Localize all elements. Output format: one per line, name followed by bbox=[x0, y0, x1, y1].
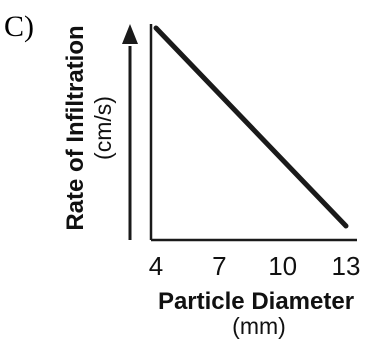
y-axis-unit: (cm/s) bbox=[90, 96, 116, 160]
y-axis-unit-group: (cm/s) bbox=[90, 96, 116, 160]
x-tick-label: 4 bbox=[149, 251, 163, 281]
y-axis-title-group: Rate of Infiltration bbox=[62, 25, 89, 230]
panel-label: C) bbox=[4, 10, 34, 43]
y-axis-arrowhead bbox=[122, 24, 138, 44]
y-axis-title: Rate of Infiltration bbox=[62, 25, 89, 230]
x-axis-unit: (mm) bbox=[232, 313, 286, 339]
x-tick-label: 7 bbox=[212, 251, 226, 281]
x-tick-labels: 4 7 10 13 bbox=[149, 251, 361, 281]
x-tick-label: 10 bbox=[268, 251, 297, 281]
x-tick-label: 13 bbox=[332, 251, 361, 281]
series-line bbox=[153, 25, 349, 229]
x-axis-title: Particle Diameter bbox=[158, 288, 354, 315]
